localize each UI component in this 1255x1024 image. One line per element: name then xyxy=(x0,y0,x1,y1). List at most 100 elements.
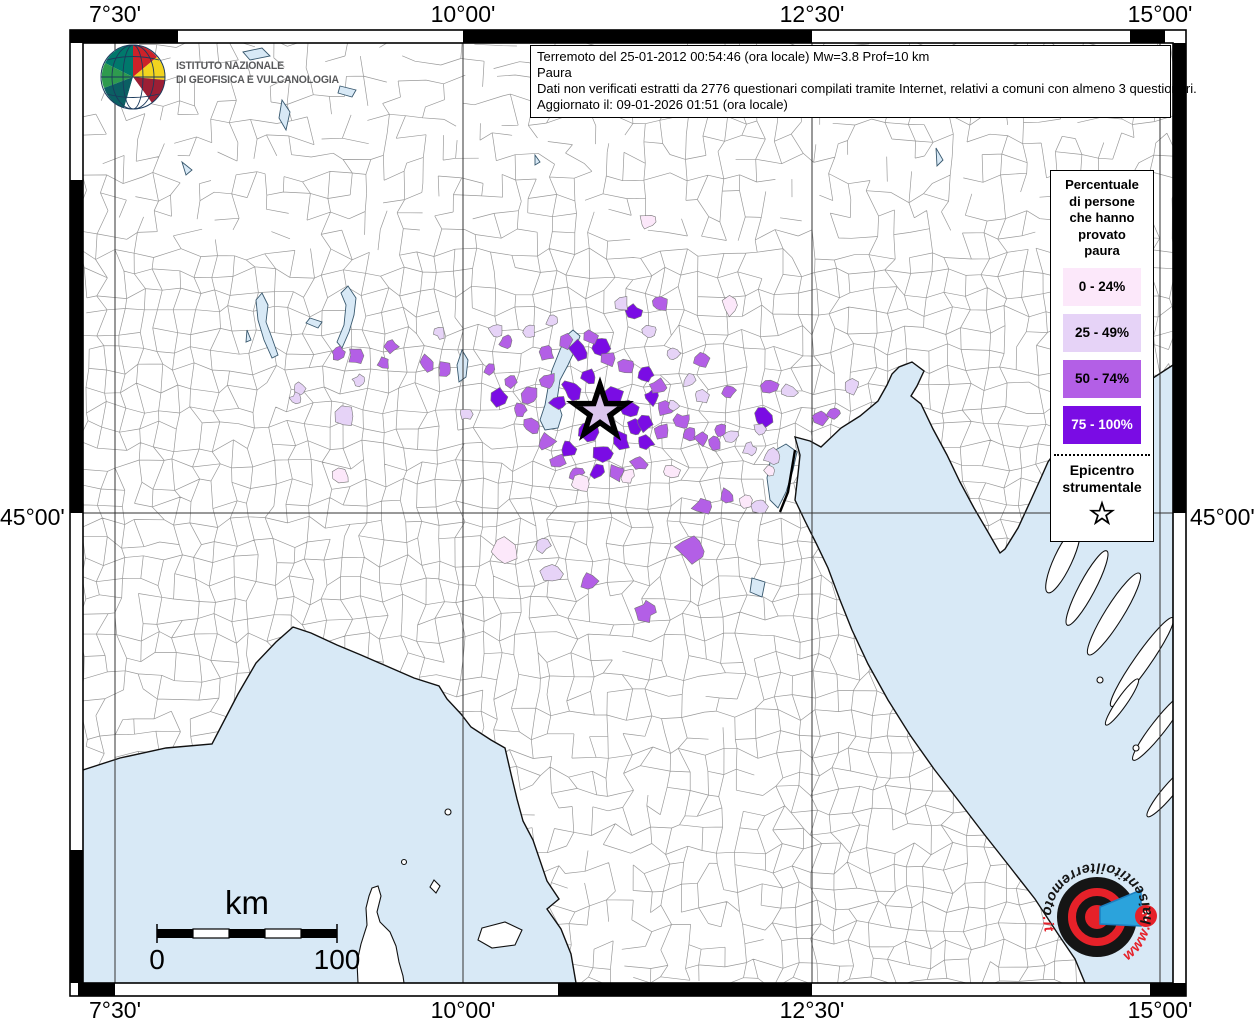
coord-label-top-1500: 15°00' xyxy=(1127,1,1193,27)
municipality-felt-area xyxy=(620,469,635,484)
epicenter-legend-star-icon xyxy=(1088,499,1116,525)
coord-label-bottom-1500: 15°00' xyxy=(1127,997,1193,1023)
legend-title: Percentuale di persone che hanno provato… xyxy=(1065,177,1139,258)
graticule xyxy=(83,43,1173,983)
coord-label-bottom-1230: 12°30' xyxy=(779,997,845,1023)
municipality-felt-area xyxy=(636,414,654,434)
ingv-name-line2: DI GEOFISICA E VULCANOLOGIA xyxy=(176,73,339,86)
municipality-felt-area xyxy=(648,377,668,394)
municipality-felt-area xyxy=(583,329,599,345)
municipality-felt-area xyxy=(589,463,605,480)
logo-megaphone-icon xyxy=(1099,888,1142,927)
coord-label-left-45: 45°00' xyxy=(0,504,65,530)
municipality-felt-area xyxy=(538,373,555,390)
municipality-felt-area xyxy=(559,332,574,351)
municipality-felt-area xyxy=(483,363,496,376)
municipality-felt-area xyxy=(811,410,829,427)
municipality-felt-area xyxy=(438,361,451,377)
municipality-felt-area xyxy=(561,380,582,402)
elba-island xyxy=(477,921,523,949)
municipality-felt-area xyxy=(580,368,596,385)
coord-label-bottom-1000: 10°00' xyxy=(430,997,496,1023)
municipality-felt-area xyxy=(520,386,538,405)
municipality-felt-area xyxy=(504,375,518,389)
municipality-felt-area xyxy=(348,348,365,364)
municipality-felt-area xyxy=(763,464,775,477)
municipality-felt-area xyxy=(690,498,713,515)
municipality-felt-area xyxy=(549,453,567,468)
municipality-felt-area xyxy=(288,391,302,405)
logo-question-mark: ? xyxy=(1141,908,1150,925)
lake-orta xyxy=(245,329,252,343)
alpine-lake xyxy=(935,147,944,168)
ligurian-sea xyxy=(83,627,576,983)
municipality-felt-area xyxy=(683,373,697,388)
info-line-event: Terremoto del 25-01-2012 00:54:46 (ora l… xyxy=(537,49,930,64)
municipality-felt-area xyxy=(695,388,710,404)
municipality-felt-area xyxy=(754,407,774,430)
municipality-felt-area xyxy=(331,345,346,361)
municipality-felt-area xyxy=(672,413,690,429)
municipality-felt-area xyxy=(651,296,668,311)
info-line-question: Paura xyxy=(537,65,572,80)
municipality-felt-area xyxy=(433,326,445,340)
adriatic-coastline xyxy=(793,361,1173,983)
municipality-felt-area xyxy=(351,373,366,388)
municipality-felt-area xyxy=(693,352,711,368)
municipality-felt-area xyxy=(721,295,738,318)
municipality-felt-area xyxy=(614,296,628,311)
epicenter-star-icon xyxy=(566,376,634,441)
small-island xyxy=(400,858,408,866)
lake-maggiore xyxy=(255,292,279,359)
scale-bar-min: 0 xyxy=(149,944,165,975)
scale-bar xyxy=(156,924,338,943)
municipality-felt-area xyxy=(693,431,709,448)
municipality-felt-area xyxy=(334,405,354,426)
ligurian-coastline xyxy=(83,626,577,983)
alpine-lake xyxy=(242,47,271,61)
coord-label-top-730: 7°30' xyxy=(89,1,141,27)
municipality-felt-area xyxy=(653,423,669,440)
municipality-felt-area xyxy=(742,441,758,457)
lake-lugano xyxy=(305,317,323,329)
municipality-felt-area xyxy=(721,385,737,399)
logo-question-badge xyxy=(1135,905,1157,927)
municipality-felt-area xyxy=(666,347,682,361)
municipality-felt-area xyxy=(459,409,474,420)
dalmatian-islands xyxy=(1045,526,1173,818)
municipality-felt-area xyxy=(722,430,740,443)
corsica-island xyxy=(356,885,405,983)
map-frame xyxy=(69,29,1187,997)
municipality-felt-area xyxy=(760,379,780,394)
municipality-felt-area xyxy=(780,383,799,397)
haisentito-logo: ? www.haisentitoilterremoto .it xyxy=(1039,859,1157,964)
alpine-lake xyxy=(181,160,193,176)
info-line-updated: Aggiornato il: 09-01-2026 01:51 (ora loc… xyxy=(537,97,788,112)
municipality-felt-area xyxy=(538,344,555,361)
alpine-lake xyxy=(278,98,291,132)
municipality-felt-area xyxy=(600,352,616,368)
municipality-felt-area xyxy=(753,423,767,436)
municipality-felt-area xyxy=(293,381,307,396)
scale-bar-max: 100 xyxy=(313,944,361,975)
municipality-felt-area xyxy=(682,427,696,442)
municipality-felt-area xyxy=(624,303,644,320)
municipality-felt-area xyxy=(629,456,649,470)
legend-divider xyxy=(1054,453,1150,456)
frame-tick-bands xyxy=(70,30,1186,996)
municipality-felt-area xyxy=(668,399,681,412)
municipality-felt-area xyxy=(844,378,859,396)
municipality-felt-area xyxy=(545,314,559,326)
municipality-felt-area xyxy=(538,431,558,451)
alpine-lake xyxy=(534,153,541,166)
lake-como xyxy=(336,285,357,349)
municipality-felt-area xyxy=(825,407,841,420)
municipality-felt-area xyxy=(547,396,567,410)
municipality-felt-area xyxy=(561,440,578,457)
felt-intensity-municipalities xyxy=(288,214,859,623)
ingv-globe-logo xyxy=(100,44,166,110)
legend-class-25-49: 25 - 49% xyxy=(1063,313,1141,352)
coord-label-bottom-730: 7°30' xyxy=(89,997,141,1023)
municipality-felt-area xyxy=(720,487,734,504)
